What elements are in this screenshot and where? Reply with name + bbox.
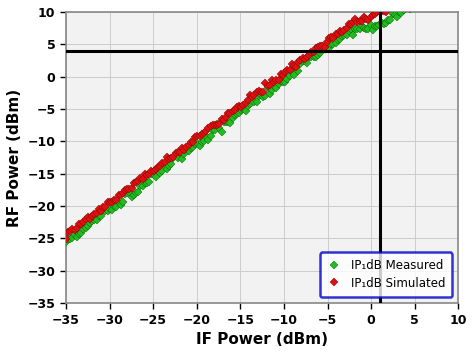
IP₁dB Simulated: [109, 200, 115, 204]
Legend: IP₁dB Measured, IP₁dB Simulated: IP₁dB Measured, IP₁dB Simulated: [320, 252, 452, 297]
IP₁dB Simulated: [63, 237, 69, 241]
Y-axis label: RF Power (dBm): RF Power (dBm): [7, 88, 22, 227]
X-axis label: IF Power (dBm): IF Power (dBm): [196, 332, 328, 347]
IP₁dB Measured: [70, 236, 75, 240]
IP₁dB Measured: [63, 240, 69, 245]
IP₁dB Measured: [109, 207, 115, 212]
IP₁dB Measured: [144, 181, 150, 185]
IP₁dB Measured: [411, 2, 417, 7]
Line: IP₁dB Measured: IP₁dB Measured: [63, 0, 461, 245]
IP₁dB Simulated: [144, 173, 150, 177]
IP₁dB Measured: [212, 128, 218, 132]
IP₁dB Simulated: [70, 227, 75, 232]
IP₁dB Simulated: [212, 123, 218, 127]
Line: IP₁dB Simulated: IP₁dB Simulated: [63, 0, 461, 242]
